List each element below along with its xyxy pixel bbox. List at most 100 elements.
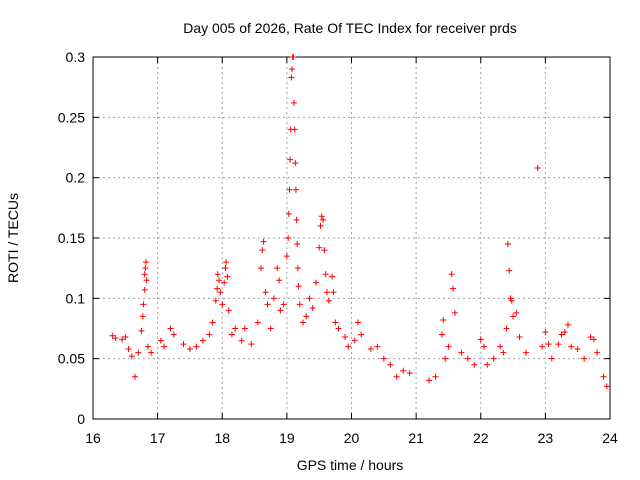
data-point [219,301,226,308]
data-point [534,165,541,172]
data-point [241,325,248,332]
data-point [280,301,287,308]
data-point [426,377,433,384]
data-point [135,349,142,356]
data-point [316,244,323,251]
data-point [290,54,297,60]
data-point [186,346,193,353]
data-point [309,304,316,311]
data-point [335,325,342,332]
grid-lines [93,57,610,419]
data-point [320,216,327,223]
data-point [317,222,324,229]
data-point [406,370,413,377]
data-point [508,297,515,304]
data-point [293,216,300,223]
data-point [292,160,299,167]
data-point [223,259,230,266]
y-tick-label: 0.1 [66,290,86,306]
data-point [283,253,290,260]
data-point [464,355,471,362]
data-point [451,309,458,316]
data-points [109,54,610,390]
data-point [342,333,349,340]
data-point [449,285,456,292]
data-point [442,355,449,362]
data-point [471,361,478,368]
data-point [254,319,261,326]
data-point [594,349,601,356]
data-point [112,335,119,342]
y-axis-label: ROTI / TECUs [5,193,21,283]
data-point [393,373,400,380]
data-point [132,373,139,380]
data-point [122,333,129,340]
data-point [564,321,571,328]
data-point [300,319,307,326]
data-point [214,271,221,278]
data-point [274,265,281,272]
data-point [141,271,148,278]
data-point [232,325,239,332]
x-tick-label: 23 [538,430,554,446]
data-point [484,361,491,368]
y-tick-label: 0.15 [58,230,85,246]
data-point [354,319,361,326]
data-point [321,247,328,254]
data-point [322,271,329,278]
data-point [138,327,145,334]
data-point [209,319,216,326]
data-point [128,353,135,360]
data-point [477,336,484,343]
data-point [143,277,150,284]
data-point [294,241,301,248]
data-point [387,361,394,368]
y-tick-label: 0.05 [58,351,85,367]
data-point [581,355,588,362]
data-point [345,343,352,350]
x-tick-label: 21 [408,430,424,446]
data-point [221,279,228,286]
data-point [193,343,200,350]
data-point [228,331,235,338]
data-point [332,319,339,326]
data-point [367,346,374,353]
data-point [545,341,552,348]
data-point [170,331,177,338]
data-point [216,277,223,284]
data-point [351,337,358,344]
data-point [296,301,303,308]
data-point [109,332,116,339]
data-point [497,343,504,350]
data-point [161,343,168,350]
data-point [139,313,146,320]
data-point [438,331,445,338]
data-point [214,285,221,292]
data-point [440,317,447,324]
data-point [144,343,151,350]
data-point [587,333,594,340]
data-point [330,289,337,296]
data-point [432,373,439,380]
y-tick-label: 0.3 [66,49,86,65]
data-point [222,265,229,272]
data-point [291,126,298,133]
data-point [568,343,575,350]
data-point [380,355,387,362]
data-point [480,343,487,350]
data-point [295,283,302,290]
data-point [206,331,213,338]
data-point [224,273,231,280]
data-point [558,331,565,338]
data-point [148,349,155,356]
data-point [285,235,292,241]
data-point [510,313,517,320]
x-tick-label: 24 [602,430,618,446]
data-point [260,238,267,245]
data-point [506,267,513,274]
data-point [125,346,132,353]
data-point [516,333,523,340]
data-point [199,337,206,344]
data-point [142,265,149,272]
data-point [289,66,296,73]
